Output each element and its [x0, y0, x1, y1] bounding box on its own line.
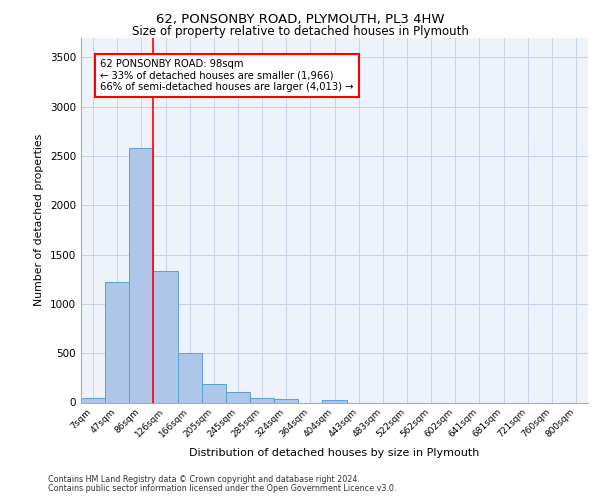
Bar	[250, 398, 274, 402]
Text: Size of property relative to detached houses in Plymouth: Size of property relative to detached ho…	[131, 25, 469, 38]
Bar	[129, 148, 154, 403]
Text: Contains HM Land Registry data © Crown copyright and database right 2024.: Contains HM Land Registry data © Crown c…	[48, 475, 360, 484]
X-axis label: Distribution of detached houses by size in Plymouth: Distribution of detached houses by size …	[190, 448, 479, 458]
Text: 62 PONSONBY ROAD: 98sqm
← 33% of detached houses are smaller (1,966)
66% of semi: 62 PONSONBY ROAD: 98sqm ← 33% of detache…	[100, 59, 354, 92]
Text: 62, PONSONBY ROAD, PLYMOUTH, PL3 4HW: 62, PONSONBY ROAD, PLYMOUTH, PL3 4HW	[156, 12, 444, 26]
Bar	[154, 272, 178, 402]
Bar	[322, 400, 347, 402]
Y-axis label: Number of detached properties: Number of detached properties	[34, 134, 44, 306]
Bar	[274, 398, 298, 402]
Text: Contains public sector information licensed under the Open Government Licence v3: Contains public sector information licen…	[48, 484, 397, 493]
Bar	[202, 384, 226, 402]
Bar	[105, 282, 129, 403]
Bar	[81, 398, 105, 402]
Bar	[226, 392, 250, 402]
Bar	[178, 353, 202, 403]
